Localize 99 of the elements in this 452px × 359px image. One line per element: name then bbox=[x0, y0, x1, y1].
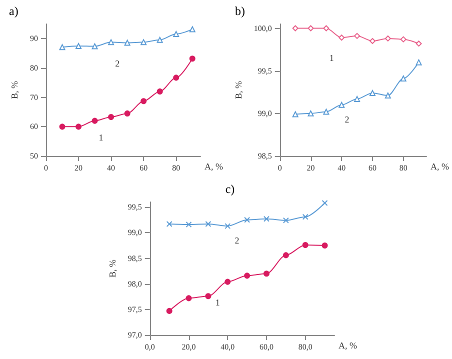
y-tick-label: 97,0 bbox=[128, 330, 142, 340]
point bbox=[92, 118, 98, 124]
x-tick-label: 40 bbox=[338, 164, 346, 172]
point bbox=[166, 220, 172, 227]
x-tick-label: 80,0 bbox=[298, 342, 312, 352]
point bbox=[338, 34, 345, 41]
x-tick-label: 20 bbox=[306, 164, 315, 172]
y-tick-label: 99,0 bbox=[128, 228, 142, 238]
point bbox=[140, 39, 147, 46]
series-label: 1 bbox=[98, 132, 104, 142]
y-tick-label: 60 bbox=[30, 122, 38, 132]
point bbox=[369, 38, 376, 44]
point bbox=[108, 114, 114, 120]
point bbox=[302, 214, 308, 220]
x-tick-label: 80 bbox=[172, 164, 180, 172]
point bbox=[124, 40, 130, 46]
point bbox=[140, 98, 147, 104]
point bbox=[338, 102, 345, 108]
point bbox=[173, 30, 180, 37]
x-tick-label: 40 bbox=[107, 164, 116, 172]
point bbox=[263, 270, 270, 277]
point bbox=[308, 25, 314, 32]
y-axis-title: B, % bbox=[108, 258, 118, 278]
series-label: 1 bbox=[215, 297, 220, 308]
point bbox=[205, 220, 212, 227]
point bbox=[322, 200, 328, 206]
y-tick-label: 100,0 bbox=[254, 24, 272, 33]
chart-title: a) bbox=[9, 4, 18, 18]
point bbox=[282, 217, 289, 224]
x-axis-title: A, % bbox=[430, 162, 450, 172]
point bbox=[189, 56, 196, 62]
y-tick-label: 98,0 bbox=[128, 279, 142, 288]
point bbox=[322, 242, 328, 248]
series-label: 2 bbox=[234, 235, 240, 246]
point bbox=[308, 110, 314, 116]
x-tick-label: 80 bbox=[399, 164, 408, 172]
point bbox=[292, 25, 298, 32]
y-tick-label: 80 bbox=[30, 64, 38, 72]
point bbox=[244, 216, 250, 223]
point bbox=[224, 278, 231, 285]
series-label: 2 bbox=[344, 114, 350, 124]
point bbox=[156, 88, 163, 94]
point bbox=[416, 59, 422, 66]
point bbox=[384, 35, 391, 42]
x-tick-label: 60,0 bbox=[259, 342, 274, 352]
chart-title: c) bbox=[225, 182, 235, 196]
chart-title: b) bbox=[235, 4, 245, 18]
point bbox=[384, 92, 391, 99]
point bbox=[205, 293, 212, 300]
y-tick-label: 70 bbox=[30, 92, 38, 102]
y-axis-title: B, % bbox=[10, 80, 20, 99]
point bbox=[166, 308, 172, 314]
point bbox=[59, 44, 66, 50]
point bbox=[302, 242, 308, 248]
point bbox=[92, 43, 98, 50]
point bbox=[156, 36, 163, 43]
x-tick-label: 0,0 bbox=[144, 342, 155, 352]
y-tick-label: 90 bbox=[30, 34, 38, 44]
point bbox=[282, 252, 289, 258]
point bbox=[369, 90, 376, 96]
x-tick-label: 60 bbox=[368, 164, 376, 172]
point bbox=[108, 39, 114, 46]
point bbox=[224, 223, 231, 230]
point bbox=[173, 74, 180, 81]
x-tick-label: 60 bbox=[140, 164, 148, 172]
y-tick-label: 99,0 bbox=[258, 108, 272, 118]
y-tick-label: 97,5 bbox=[128, 304, 142, 314]
y-tick-label: 99,5 bbox=[258, 66, 272, 76]
point bbox=[59, 124, 66, 130]
point bbox=[244, 272, 250, 279]
point bbox=[323, 108, 330, 115]
x-tick-label: 0 bbox=[44, 164, 48, 172]
x-axis-title: A, % bbox=[204, 162, 224, 172]
point bbox=[186, 295, 192, 302]
point bbox=[76, 124, 82, 130]
series-label: 1 bbox=[329, 53, 334, 64]
point bbox=[400, 76, 406, 82]
y-tick-label: 99,5 bbox=[128, 202, 142, 212]
y-tick-label: 98,5 bbox=[258, 152, 272, 160]
point bbox=[186, 222, 192, 228]
x-axis-title: A, % bbox=[338, 340, 358, 350]
point bbox=[263, 216, 270, 222]
point bbox=[124, 110, 130, 116]
y-tick-label: 50 bbox=[30, 152, 38, 160]
y-axis-title: B, % bbox=[234, 80, 244, 99]
point bbox=[400, 36, 406, 42]
point bbox=[354, 96, 360, 102]
point bbox=[76, 43, 82, 49]
point bbox=[292, 111, 298, 118]
x-tick-label: 20,0 bbox=[182, 342, 196, 352]
y-tick-label: 98,5 bbox=[128, 254, 142, 263]
series-label: 2 bbox=[115, 58, 120, 68]
x-tick-label: 40,0 bbox=[220, 342, 235, 352]
x-tick-label: 20 bbox=[74, 164, 83, 172]
point bbox=[416, 40, 422, 47]
point bbox=[354, 32, 360, 39]
x-tick-label: 0 bbox=[278, 164, 282, 172]
point bbox=[189, 26, 196, 32]
point bbox=[323, 25, 330, 32]
